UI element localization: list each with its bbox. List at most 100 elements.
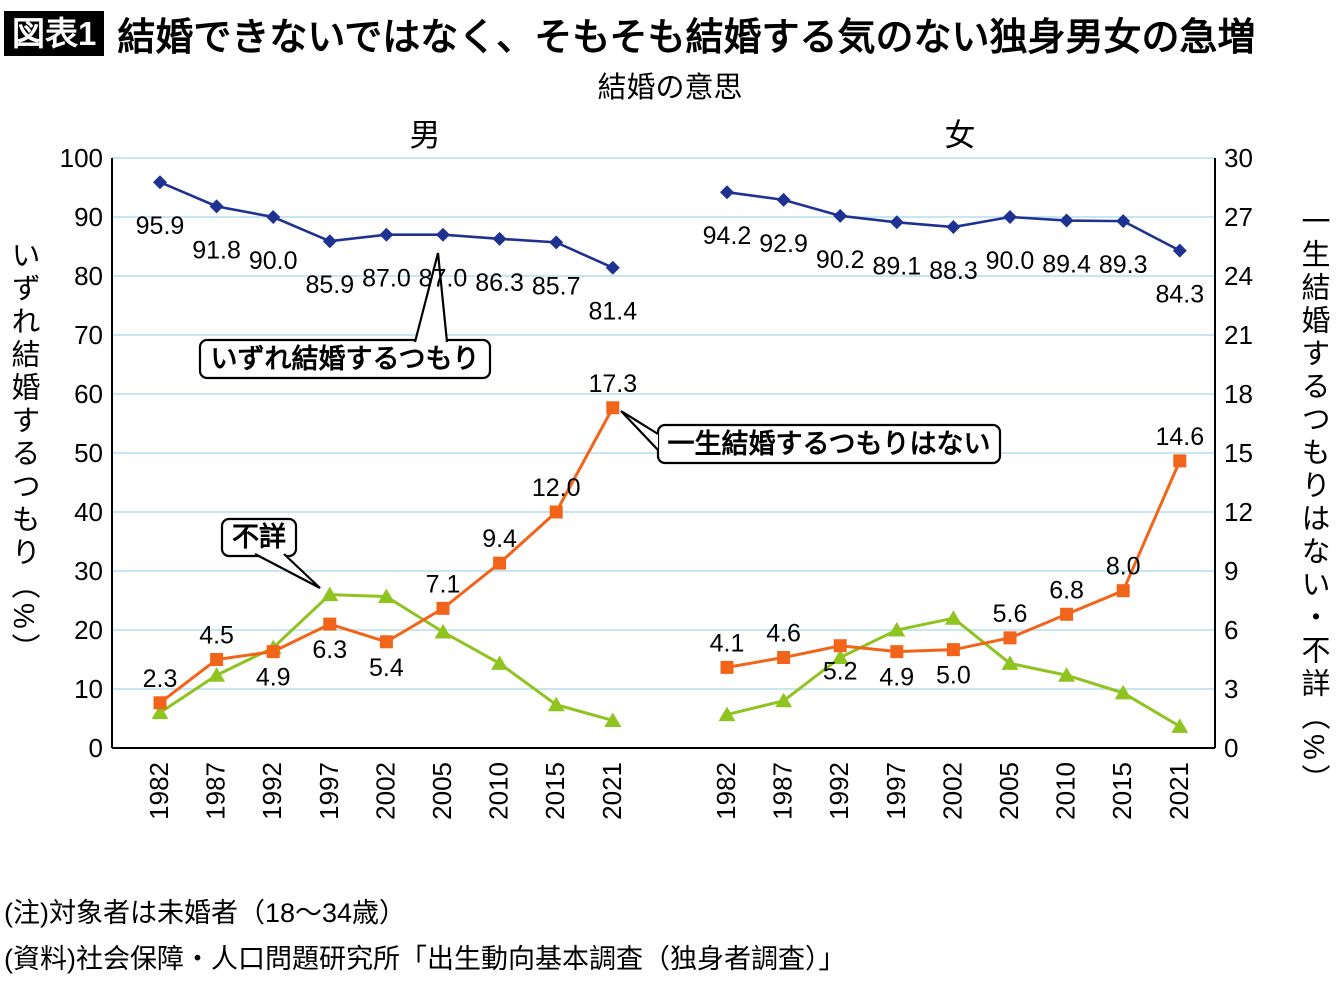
square-marker: [777, 651, 791, 665]
marriage-intention-chart: 0 10 20 30 40 50 60 70 80 90 100 0 3 6 9 12 15 18 21 24 27 30…: [60, 143, 1253, 820]
triangle-marker: [775, 692, 793, 708]
diamond-marker: [436, 227, 450, 242]
series-男-square: [153, 401, 620, 710]
square-marker: [549, 505, 563, 519]
left-tick-label: 40: [74, 497, 103, 527]
square-marker: [493, 556, 507, 570]
year-label: 2021: [1164, 762, 1194, 820]
callout-text-intend-to-marry: いずれ結婚するつもり: [211, 343, 480, 374]
data-label: 81.4: [588, 298, 637, 326]
square-marker: [720, 660, 734, 674]
square-marker: [946, 643, 960, 657]
square-marker: [436, 601, 450, 615]
square-marker: [1116, 584, 1130, 598]
data-label: 91.8: [192, 236, 241, 264]
chart-title: 結婚の意思: [597, 72, 743, 104]
data-label: 8.0: [1106, 553, 1141, 581]
left-tick-label: 50: [74, 438, 103, 468]
data-label: 17.3: [588, 370, 637, 398]
year-label: 1992: [824, 762, 854, 820]
triangle-marker: [1001, 655, 1019, 670]
triangle-marker: [604, 712, 622, 727]
year-label: 2010: [1051, 762, 1081, 820]
year-label: 1992: [257, 762, 287, 820]
square-marker: [1173, 454, 1187, 468]
left-axis-title: いずれ結婚するつもり（%）: [7, 240, 39, 666]
callout-pointer-unknown: [254, 553, 321, 589]
year-label: 2010: [484, 762, 514, 820]
data-label: 92.9: [759, 230, 808, 258]
square-marker: [1003, 631, 1017, 645]
data-label: 89.3: [1099, 251, 1148, 279]
data-label: 2.3: [143, 665, 178, 693]
diamond-marker: [776, 192, 791, 207]
data-label: 4.6: [766, 620, 801, 648]
data-label: 84.3: [1155, 281, 1204, 309]
callout-pointer-never-marry: [620, 410, 659, 451]
left-tick-label: 90: [74, 202, 103, 232]
data-label: 90.2: [816, 246, 865, 274]
data-label: 5.2: [823, 658, 858, 686]
axis-tick-labels: 0 10 20 30 40 50 60 70 80 90 100 0 3 6 9 12 15 18 21 24 27 30…: [60, 143, 1253, 820]
triangle-marker: [888, 622, 906, 637]
left-tick-label: 60: [74, 379, 103, 409]
diamond-marker: [379, 227, 394, 242]
right-tick-label: 12: [1224, 497, 1253, 527]
chart-callouts: いずれ結婚するつもり 一生結婚するつもりはない 不詳: [198, 252, 1002, 589]
square-marker: [890, 645, 904, 659]
diamond-marker: [833, 208, 848, 223]
series-女-square: [720, 454, 1187, 674]
year-label: 2005: [427, 762, 457, 820]
figure-title-row: 図表1 結婚できないではなく、そもそも結婚する気のない独身男女の急増: [4, 6, 1255, 61]
left-tick-label: 80: [74, 261, 103, 291]
diamond-marker: [605, 260, 620, 275]
triangle-marker: [377, 588, 395, 604]
data-label: 5.0: [936, 662, 971, 690]
data-label: 6.3: [312, 636, 347, 664]
triangle-marker: [151, 704, 169, 720]
diamond-marker: [549, 235, 564, 250]
data-label: 95.9: [136, 212, 185, 240]
year-label: 2002: [937, 762, 967, 820]
note-line: (注)対象者は未婚者（18～34歳）: [4, 898, 407, 928]
diamond-marker: [946, 220, 961, 235]
right-tick-label: 3: [1224, 674, 1238, 704]
diamond-marker: [889, 215, 904, 230]
data-label: 94.2: [703, 222, 752, 250]
year-label: 2005: [994, 762, 1024, 820]
data-label: 9.4: [482, 525, 517, 553]
year-label: 1987: [201, 762, 231, 820]
series-女-triangle: [718, 610, 1189, 733]
data-label: 86.3: [475, 269, 524, 297]
source-line: (資料)社会保障・人口問題研究所「出生動向基本調査（独身者調査）」: [4, 944, 846, 974]
data-label: 90.0: [249, 247, 298, 275]
year-label: 2015: [1107, 762, 1137, 820]
triangle-marker: [491, 655, 509, 670]
triangle-marker: [1058, 667, 1076, 682]
diamond-marker: [209, 199, 224, 214]
year-label: 2002: [370, 762, 400, 820]
callout-pointer-intend-to-marry: [413, 252, 449, 343]
diamond-marker: [1116, 214, 1131, 229]
panel-label-men: 男: [409, 118, 441, 153]
callout-box-intend-to-marry: [198, 338, 492, 380]
data-label: 85.7: [532, 272, 581, 300]
triangle-marker: [831, 649, 849, 665]
diamond-marker: [492, 231, 507, 246]
data-label: 12.0: [532, 474, 581, 502]
data-label: 85.9: [305, 271, 354, 299]
square-marker: [323, 617, 337, 631]
diamond-marker: [153, 175, 167, 190]
triangle-marker: [1171, 718, 1189, 733]
right-tick-label: 24: [1224, 261, 1253, 291]
data-label: 5.6: [993, 600, 1028, 628]
data-label: 14.6: [1155, 423, 1204, 451]
data-label: 4.5: [199, 622, 234, 650]
year-label: 1987: [768, 762, 798, 820]
diamond-marker: [1003, 210, 1017, 224]
right-tick-label: 18: [1224, 379, 1253, 409]
data-label: 4.9: [879, 664, 914, 692]
square-marker: [266, 645, 280, 659]
left-tick-label: 30: [74, 556, 103, 586]
